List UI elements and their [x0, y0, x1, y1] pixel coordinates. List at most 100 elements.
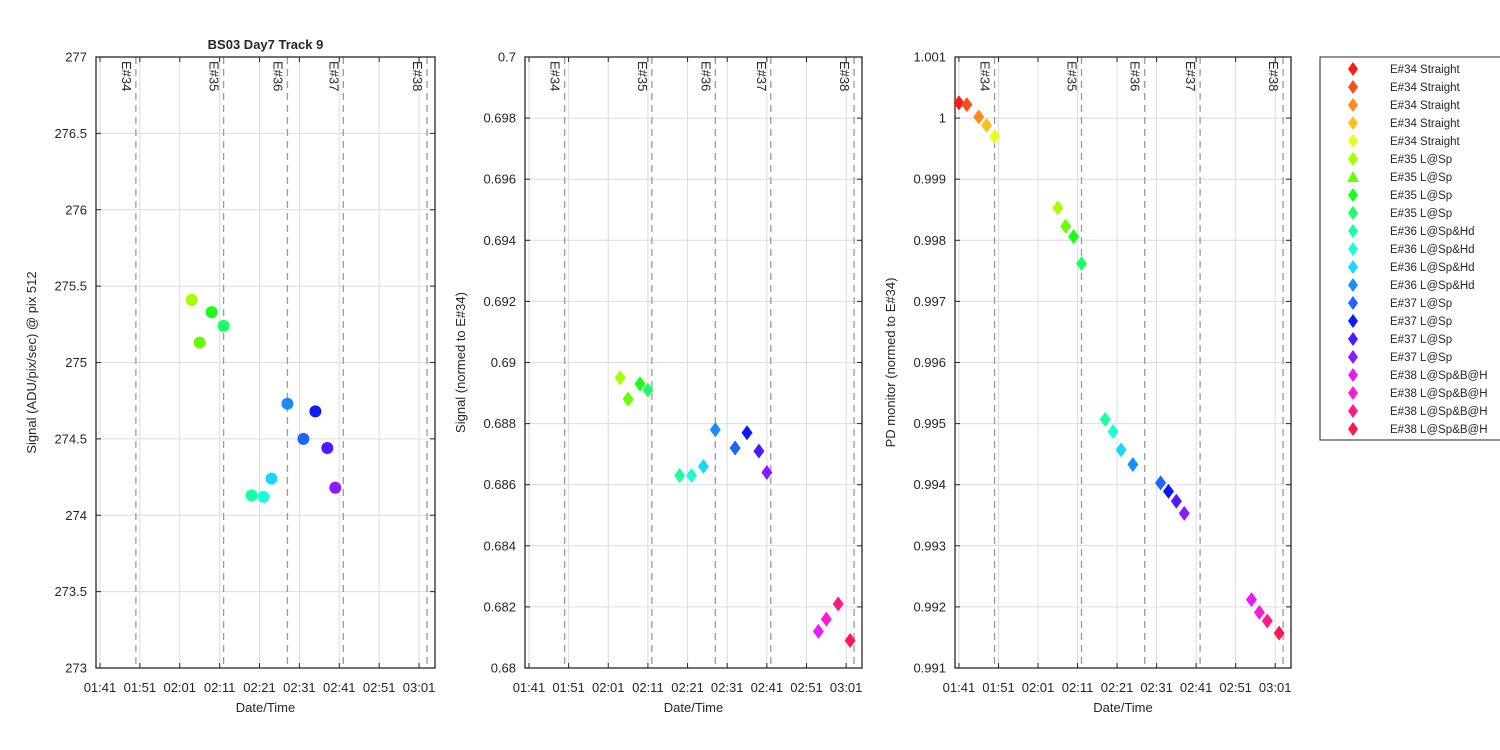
y-tick-label: 0.69: [491, 355, 516, 370]
legend-label: E#34 Straight: [1390, 100, 1460, 112]
data-point: [812, 623, 824, 639]
event-label: E#37: [754, 61, 769, 91]
data-point: [321, 442, 334, 455]
y-tick-label: 277: [65, 50, 87, 65]
data-point: [193, 336, 206, 349]
y-tick-label: 0.993: [913, 538, 946, 553]
data-point: [989, 128, 1001, 144]
x-tick-label: 03:01: [403, 680, 436, 695]
legend-label: E#38 L@Sp&B@H: [1390, 424, 1488, 436]
x-tick-label: 02:31: [711, 680, 744, 695]
x-axis-label: Date/Time: [1093, 700, 1152, 715]
event-label: E#38: [1266, 61, 1281, 91]
event-label: E#36: [270, 61, 285, 91]
data-point: [205, 306, 218, 319]
x-tick-label: 01:41: [513, 680, 546, 695]
legend-marker: [1348, 98, 1358, 112]
data-point: [245, 489, 258, 502]
legend-marker: [1348, 206, 1358, 220]
panels: E#34 E#35 E#36 E#37 E#38 273 273.5 274 274.5 275 2…: [24, 37, 1292, 715]
y-axis-label: PD monitor (normed to E#34): [883, 278, 898, 448]
data-point: [820, 611, 832, 627]
data-point: [686, 468, 698, 484]
y-tick-label: 0.992: [913, 599, 946, 614]
x-tick-label: 03:01: [1259, 680, 1292, 695]
data-point: [1253, 604, 1265, 620]
legend-marker: [1348, 62, 1358, 76]
data-point: [753, 443, 765, 459]
legend-label: E#38 L@Sp&B@H: [1390, 370, 1488, 382]
x-tick-label: 02:21: [671, 680, 704, 695]
legend-marker: [1348, 278, 1358, 292]
data-point: [741, 425, 753, 441]
x-tick-label: 02:01: [592, 680, 625, 695]
y-tick-label: 0.682: [483, 599, 516, 614]
y-tick-label: 276.5: [54, 126, 87, 141]
x-tick-label: 02:51: [1219, 680, 1252, 695]
y-tick-label: 0.999: [913, 172, 946, 187]
x-tick-label: 01:51: [552, 680, 585, 695]
data-point: [281, 397, 294, 410]
event-label: E#38: [837, 61, 852, 91]
y-axis-label: Signal (ADU/pix/sec) @ pix 512: [24, 271, 39, 453]
legend: E#34 Straight E#34 Straight E#34 Straight E…: [1319, 56, 1500, 441]
data-point: [257, 490, 270, 503]
y-tick-label: 0.684: [483, 538, 516, 553]
legend-label: E#36 L@Sp&Hd: [1390, 244, 1475, 256]
y-tick-label: 276: [65, 202, 87, 217]
x-tick-label: 02:51: [363, 680, 396, 695]
event-label: E#34: [978, 61, 993, 91]
event-label: E#37: [1183, 61, 1198, 91]
event-label: E#35: [1064, 61, 1079, 91]
chart-title: BS03 Day7 Track 9: [208, 37, 324, 52]
legend-marker: [1348, 80, 1358, 94]
data-points: [614, 370, 856, 649]
data-point: [1068, 229, 1080, 245]
panel-2: E#34 E#35 E#36 E#37 E#38 0.68 0.682 0.684 0.686 0…: [453, 50, 863, 715]
legend-marker: [1348, 134, 1358, 148]
legend-label: E#36 L@Sp&Hd: [1390, 226, 1475, 238]
data-point: [642, 382, 654, 398]
data-point: [953, 95, 965, 111]
y-axis-label: Signal (normed to E#34): [453, 292, 468, 433]
data-point: [309, 405, 322, 418]
data-point: [185, 293, 198, 306]
legend-label: E#37 L@Sp: [1390, 298, 1452, 310]
legend-label: E#38 L@Sp&B@H: [1390, 406, 1488, 418]
legend-marker: [1348, 386, 1358, 400]
legend-marker: [1348, 404, 1358, 418]
y-tick-label: 275.5: [54, 279, 87, 294]
legend-label: E#35 L@Sp: [1390, 208, 1452, 220]
x-tick-label: 02:11: [204, 680, 236, 695]
data-point: [1245, 592, 1257, 608]
x-tick-label: 02:41: [751, 680, 784, 695]
legend-label: E#37 L@Sp: [1390, 334, 1452, 346]
data-point: [697, 458, 709, 474]
data-point: [1115, 442, 1127, 458]
y-tick-label: 0.694: [483, 233, 516, 248]
data-point: [844, 633, 856, 649]
event-label: E#34: [548, 61, 563, 91]
y-tick-label: 274.5: [54, 431, 87, 446]
legend-marker: [1348, 116, 1358, 130]
data-point: [1099, 411, 1111, 427]
legend-label: E#34 Straight: [1390, 118, 1460, 130]
legend-marker: [1348, 422, 1358, 436]
event-label: E#34: [119, 61, 134, 91]
data-point: [614, 370, 626, 386]
data-point: [761, 464, 773, 480]
data-point: [1155, 475, 1167, 491]
data-point: [1261, 613, 1273, 629]
data-point: [1107, 424, 1119, 440]
data-point: [622, 391, 634, 407]
y-tick-label: 0.688: [483, 416, 516, 431]
data-point: [709, 422, 721, 438]
data-point: [1178, 505, 1190, 521]
data-point: [265, 472, 278, 485]
legend-marker: [1348, 350, 1358, 364]
data-point: [1162, 483, 1174, 499]
data-point: [1273, 625, 1285, 641]
x-tick-label: 01:41: [84, 680, 117, 695]
legend-marker: [1348, 242, 1358, 256]
